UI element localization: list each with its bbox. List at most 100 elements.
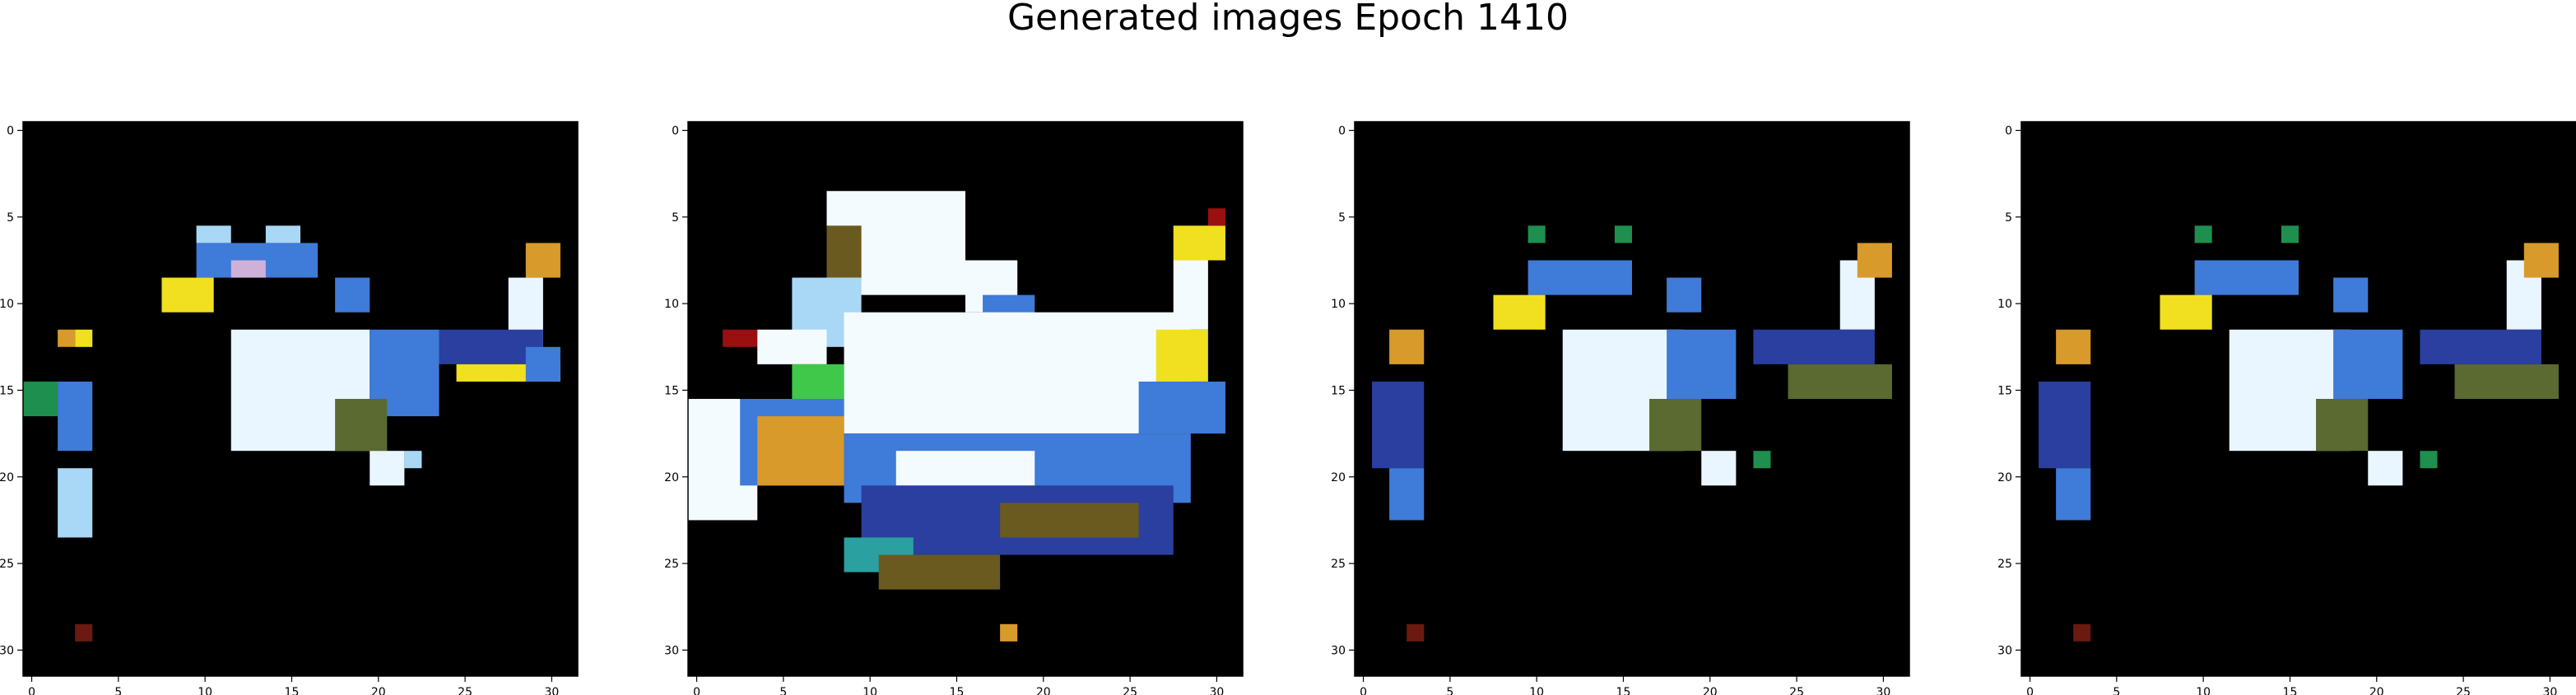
y-tick-label: 0 <box>1338 125 1346 138</box>
x-tick-label: 15 <box>1616 686 1631 695</box>
x-tick-label: 10 <box>198 686 212 695</box>
axes-frame <box>2020 121 2576 677</box>
x-tick-label: 20 <box>371 686 386 695</box>
pixel-block <box>75 329 93 347</box>
y-tick-label: 15 <box>664 384 679 397</box>
pixel-block <box>58 468 93 538</box>
axes-frame <box>22 121 579 677</box>
pixel-block <box>1788 364 1892 399</box>
axes-frame <box>687 121 1244 677</box>
x-tick-label: 0 <box>693 686 700 695</box>
x-tick-label: 20 <box>1703 686 1718 695</box>
generated-image-3: 0 5 10 15 20 25 30 0 5 10 15 20 25 30 <box>1331 121 1910 695</box>
pixel-block <box>1614 225 1632 243</box>
y-tick-label: 15 <box>0 384 14 397</box>
pixel-block <box>2368 451 2403 486</box>
y-tick-label: 10 <box>0 298 14 311</box>
y-tick-label: 30 <box>664 644 679 657</box>
x-tick-label: 10 <box>2196 686 2211 695</box>
pixel-block <box>2523 243 2559 278</box>
pixel-block <box>23 381 58 417</box>
pixel-block <box>196 225 231 243</box>
x-tick-label: 5 <box>779 686 787 695</box>
x-tick-label: 10 <box>1529 686 1544 695</box>
pixel-block <box>1493 294 1546 330</box>
x-tick-label: 5 <box>114 686 122 695</box>
pixel-block <box>1667 329 1737 399</box>
x-tick-label: 25 <box>2456 686 2471 695</box>
pixel-block <box>58 329 76 347</box>
axes-frame <box>1354 121 1910 677</box>
pixel-block <box>2316 399 2369 452</box>
pixel-block <box>2056 329 2091 364</box>
pixel-block <box>2194 260 2299 295</box>
y-tick-label: 30 <box>1997 644 2012 657</box>
pixel-block <box>2194 225 2212 243</box>
pixel-block <box>370 451 405 486</box>
pixel-block <box>1407 623 1425 642</box>
y-tick-label: 20 <box>1997 471 2012 484</box>
pixel-block <box>757 416 844 486</box>
pixel-block <box>844 312 1191 434</box>
y-tick-label: 5 <box>7 211 14 225</box>
y-tick-label: 0 <box>2005 125 2012 138</box>
pixel-block <box>1527 260 1632 295</box>
x-tick-label: 30 <box>1876 686 1890 695</box>
x-tick-label: 5 <box>2113 686 2120 695</box>
y-tick-label: 15 <box>1997 384 2012 397</box>
pixel-block <box>2420 451 2438 469</box>
y-tick-label: 30 <box>1331 644 1346 657</box>
x-tick-label: 5 <box>1446 686 1453 695</box>
y-tick-label: 20 <box>0 471 14 484</box>
y-tick-label: 25 <box>1331 558 1346 571</box>
y-tick-label: 5 <box>672 211 679 225</box>
y-tick-label: 25 <box>664 558 679 571</box>
x-tick-label: 20 <box>2369 686 2384 695</box>
pixel-block <box>2039 381 2091 469</box>
x-tick-label: 30 <box>2542 686 2557 695</box>
pixel-block <box>2160 294 2212 330</box>
y-tick-label: 15 <box>1331 384 1346 397</box>
pixel-block <box>2281 225 2299 243</box>
pixel-block <box>404 451 422 469</box>
pixel-block <box>1155 329 1208 382</box>
pixel-block <box>1753 329 1875 364</box>
x-tick-label: 15 <box>285 686 300 695</box>
x-tick-label: 25 <box>1123 686 1137 695</box>
pixel-block <box>1389 468 1425 521</box>
y-tick-label: 25 <box>1997 558 2012 571</box>
pixel-block <box>1753 451 1771 469</box>
pixel-block <box>895 451 1035 486</box>
x-tick-label: 0 <box>2026 686 2034 695</box>
pixel-block <box>1207 208 1225 226</box>
generated-image-4: 0 5 10 15 20 25 30 0 5 10 15 20 25 30 <box>1997 121 2576 695</box>
y-tick-label: 10 <box>664 298 679 311</box>
y-tick-label: 25 <box>0 558 14 571</box>
pixel-block <box>1857 243 1892 278</box>
y-tick-label: 30 <box>0 644 14 657</box>
pixel-block <box>1527 225 1546 243</box>
x-tick-label: 15 <box>950 686 965 695</box>
pixel-block <box>878 554 1001 590</box>
pixel-block <box>525 346 560 382</box>
pixel-block <box>1372 381 1425 469</box>
pixel-block <box>265 225 300 243</box>
pixel-block <box>58 381 93 452</box>
pixel-block <box>161 277 214 313</box>
pixel-block <box>1649 399 1702 452</box>
pixel-block <box>1701 451 1737 486</box>
x-tick-label: 30 <box>544 686 559 695</box>
pixel-block <box>1000 503 1139 538</box>
x-tick-label: 25 <box>1789 686 1804 695</box>
pixel-block <box>723 329 758 347</box>
pixel-block <box>2073 623 2091 642</box>
pixel-block <box>230 260 266 278</box>
y-tick-label: 5 <box>1338 211 1346 225</box>
generated-image-2: 0 5 10 15 20 25 30 0 5 10 15 20 25 30 <box>664 121 1244 695</box>
x-tick-label: 0 <box>1360 686 1367 695</box>
x-tick-label: 30 <box>1209 686 1224 695</box>
pixel-block <box>1173 225 1225 261</box>
x-tick-label: 25 <box>458 686 472 695</box>
x-tick-label: 0 <box>28 686 35 695</box>
